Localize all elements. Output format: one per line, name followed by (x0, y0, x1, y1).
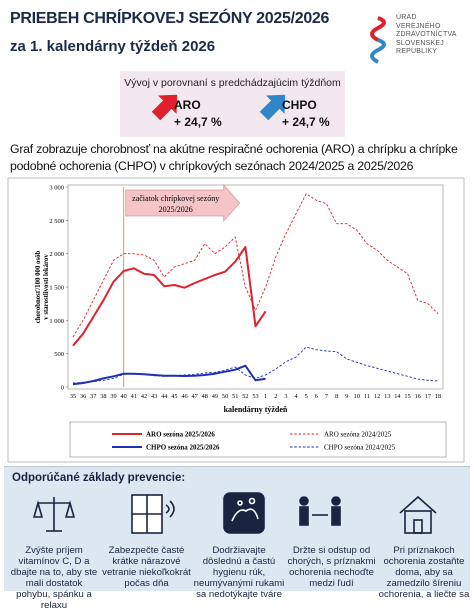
y-axis-label: v starostlivosti lekárov (43, 254, 50, 320)
x-tick-label: 44 (161, 393, 168, 400)
x-tick-label: 40 (121, 393, 127, 400)
logo-line: VEREJNÉHO (396, 22, 441, 30)
x-tick-label: 37 (90, 393, 96, 400)
comparison-name: ARO (174, 98, 201, 112)
legend-label: CHPO sezóna 2024/2025 (324, 444, 396, 452)
prevention-item: Držte si odstup od chorých, s príznakmi … (287, 545, 376, 589)
series-line (72, 246, 267, 347)
logo-line: ÚRAD (396, 14, 417, 21)
x-tick-label: 36 (80, 393, 86, 400)
x-tick-label: 53 (252, 393, 258, 400)
x-tick-label: 9 (345, 393, 348, 400)
x-tick-label: 48 (202, 393, 208, 400)
annotation-text: 2025/2026 (159, 205, 193, 214)
x-tick-label: 7 (325, 393, 328, 400)
x-tick-label: 17 (425, 393, 431, 400)
x-tick-label: 43 (151, 393, 157, 400)
annotation-arrow (125, 183, 241, 223)
x-tick-label: 47 (192, 393, 198, 400)
x-tick-label: 41 (131, 393, 137, 400)
icon-hands (223, 492, 265, 534)
x-tick-label: 16 (415, 393, 421, 400)
x-tick-label: 45 (171, 393, 177, 400)
title: PRIEBEH CHRÍPKOVEJ SEZÓNY 2025/2026 (10, 10, 330, 27)
legend-label: ARO sezóna 2024/2025 (324, 431, 392, 439)
logo-text: ÚRAD VEREJNÉHO ZDRAVOTNÍCTVA SLOVENSKEJ REPU… (396, 14, 457, 57)
icon-distance (299, 496, 341, 526)
x-tick-label: 51 (232, 393, 238, 400)
x-tick-label: 38 (100, 393, 106, 400)
x-tick-label: 12 (374, 393, 380, 400)
x-tick-label: 4 (294, 393, 298, 400)
comparison-change: + 24,7 % (174, 115, 222, 129)
y-tick-label: 500 (54, 351, 64, 358)
comparison-box: Vývoj v porovnaní s predchádzajúcim týžd… (120, 71, 345, 137)
annotation-text: začiatok chrípkovej sezóny (132, 194, 219, 203)
x-tick-label: 8 (335, 393, 338, 400)
y-tick-label: 0 (61, 385, 64, 392)
y-tick-label: 1 500 (49, 285, 64, 292)
x-tick-label: 15 (404, 393, 410, 400)
logo-line: ZDRAVOTNÍCTVA (396, 31, 457, 39)
x-tick-label: 39 (110, 393, 116, 400)
icon-house (399, 495, 437, 534)
y-axis-label: chorobnosť/100 000 osôb (35, 251, 42, 324)
icon-scale (32, 497, 76, 532)
prevention-panel: Odporúčané základy prevencie: (4, 466, 470, 611)
y-tick-label: 2 500 (49, 218, 64, 225)
series-line (72, 364, 266, 386)
trend-arrow (151, 94, 178, 121)
series-line (72, 193, 439, 338)
logo-line: SLOVENSKEJ (396, 39, 444, 47)
x-tick-label: 3 (284, 393, 287, 400)
logo-mark (370, 16, 386, 42)
comparison-change: + 24,7 % (282, 115, 330, 129)
x-tick-label: 14 (394, 393, 401, 400)
logo-line: REPUBLIKY (396, 48, 438, 56)
prevention-item: Zvýšte príjem vitamínov C, D a dbajte na… (10, 545, 98, 611)
x-tick-label: 5 (305, 393, 308, 400)
trend-arrow (259, 94, 286, 121)
y-tick-label: 1 000 (49, 318, 64, 325)
subtitle: za 1. kalendárny týždeň 2026 (10, 38, 216, 55)
icons (32, 492, 437, 534)
y-tick-label: 2 000 (49, 251, 64, 258)
x-tick-label: 10 (354, 393, 360, 400)
description: Graf zobrazuje chorobnosť na akútne resp… (10, 142, 458, 173)
x-tick-label: 18 (435, 393, 441, 400)
comparison-arrows (151, 94, 286, 121)
x-tick-label: 11 (364, 393, 370, 400)
logo-mark (370, 38, 386, 64)
plot-area (67, 184, 444, 390)
x-tick-label: 13 (384, 393, 390, 400)
x-tick-label: 50 (222, 393, 228, 400)
prevention-item: Zabezpečte časté krátke nárazové vetrani… (102, 545, 191, 589)
prevention-title: Odporúčané základy prevencie: (12, 472, 186, 484)
x-tick-label: 2 (274, 393, 277, 400)
prevention-icons (32, 492, 437, 534)
comparison-name: CHPO (282, 98, 317, 112)
x-tick-label: 42 (141, 393, 147, 400)
x-tick-label: 49 (212, 393, 218, 400)
x-axis-label: kalendárny týždeň (224, 405, 288, 414)
page: 0 500 1 000 1 500 2 000 2 500 3 000 35 36 37 38 39 4… (4, 10, 470, 611)
legend-box (69, 421, 447, 458)
icon-window (131, 494, 175, 534)
x-tick-label: 6 (315, 393, 318, 400)
x-tick-label: 35 (70, 393, 76, 400)
legend-label: ARO sezóna 2025/2026 (146, 431, 215, 439)
x-tick-label: 52 (242, 393, 248, 400)
y-tick-label: 3 000 (49, 185, 64, 192)
x-tick-label: 1 (264, 393, 267, 400)
legend-label: CHPO sezóna 2025/2026 (146, 444, 220, 452)
x-tick-label: 46 (181, 393, 187, 400)
comparison-title: Vývoj v porovnaní s predchádzajúcim týžd… (124, 77, 341, 89)
